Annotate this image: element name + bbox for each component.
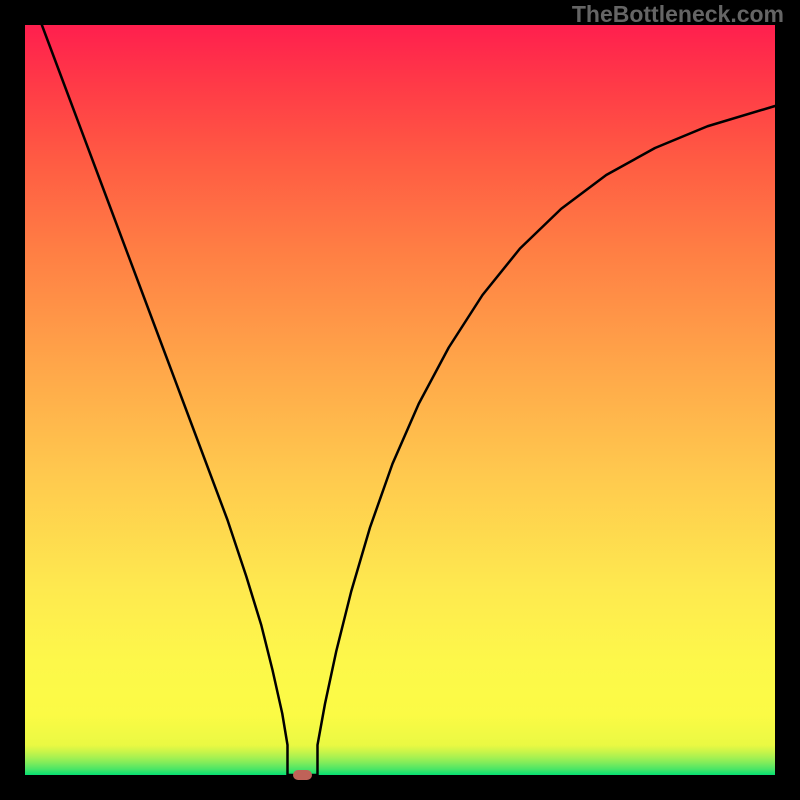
plot-area [25,25,775,775]
curve-path [25,0,775,775]
bottleneck-curve [25,25,775,775]
optimum-marker [293,770,313,781]
watermark-text: TheBottleneck.com [572,1,784,28]
chart-stage: TheBottleneck.com [0,0,800,800]
